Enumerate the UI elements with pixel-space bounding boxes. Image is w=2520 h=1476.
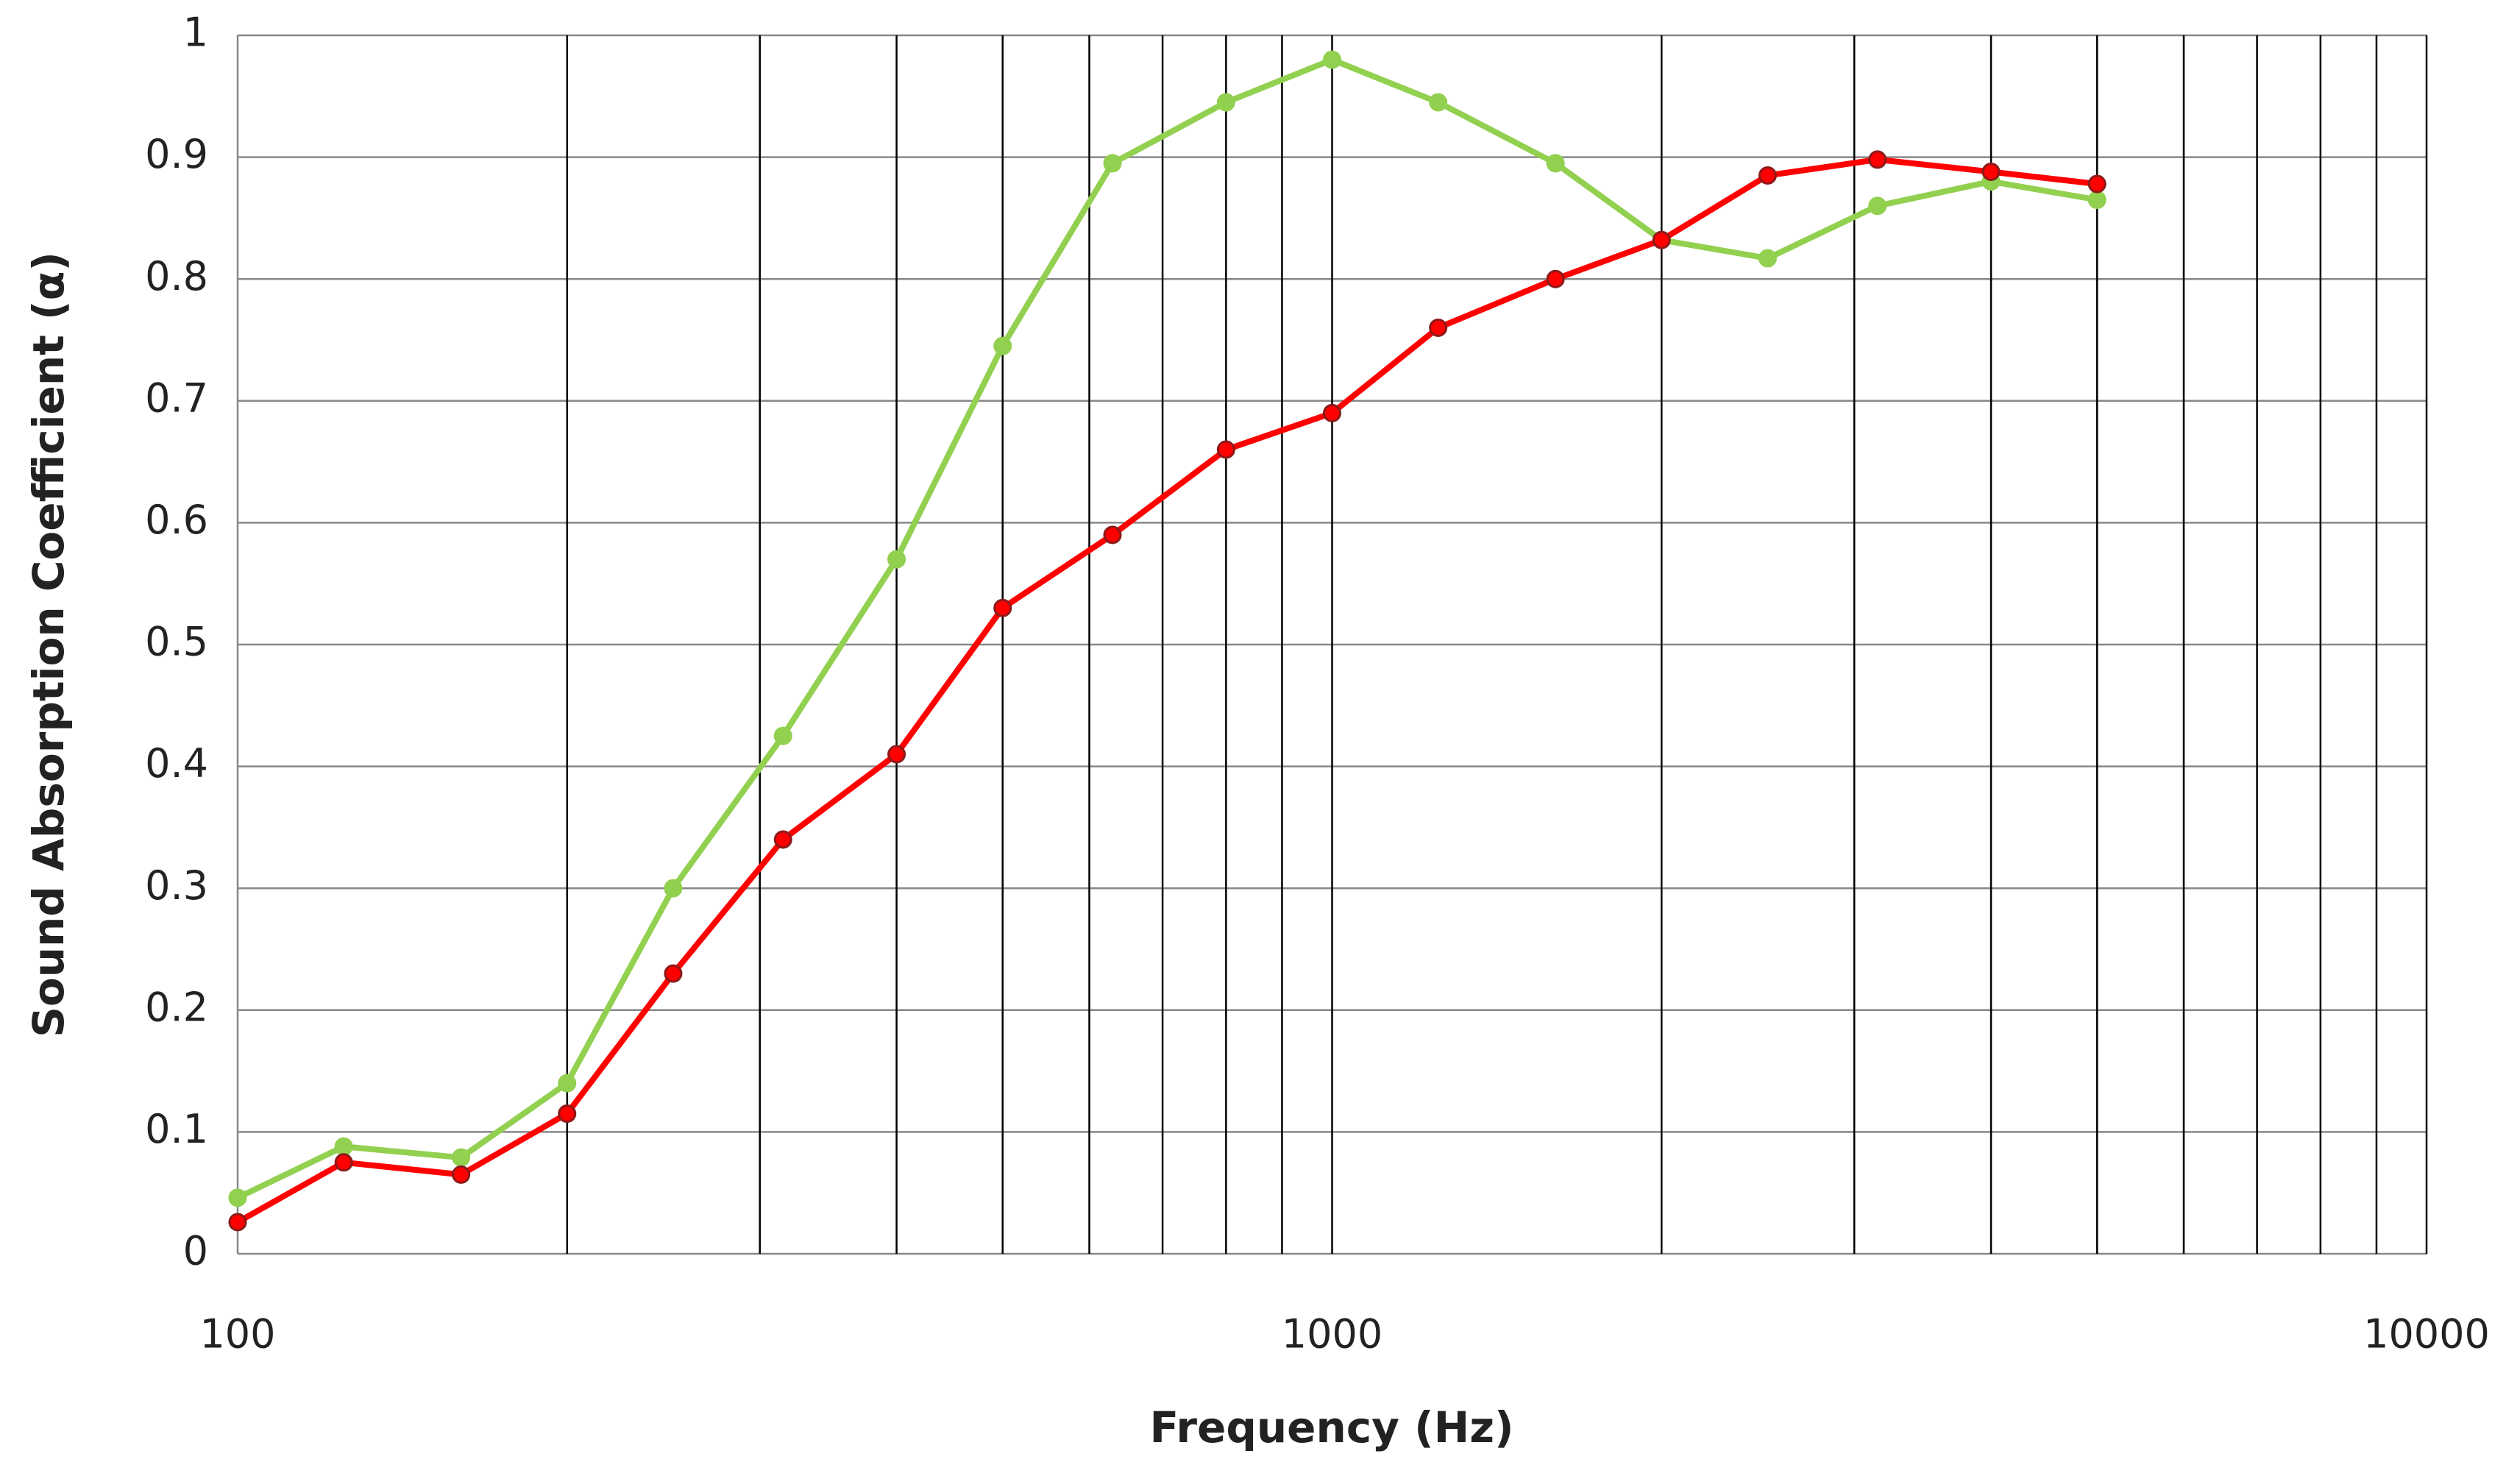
marker (664, 964, 683, 983)
x-tick-label: 1000 (1282, 1311, 1383, 1358)
marker (1652, 230, 1671, 249)
marker (1758, 249, 1777, 268)
marker (228, 1188, 247, 1207)
y-tick-label: 0.5 (145, 619, 208, 665)
marker (993, 598, 1012, 617)
marker (1868, 196, 1887, 216)
marker (1429, 93, 1448, 112)
marker (1429, 318, 1448, 337)
marker (993, 336, 1012, 355)
marker (773, 726, 792, 745)
marker (228, 1213, 247, 1232)
marker (1103, 525, 1122, 544)
marker (1216, 93, 1235, 112)
marker (452, 1165, 471, 1184)
marker (2087, 174, 2106, 194)
marker (452, 1148, 471, 1167)
marker (664, 879, 683, 898)
marker (1103, 154, 1122, 173)
y-tick-label: 0.9 (145, 131, 208, 177)
series-line (236, 156, 2098, 1225)
marker (1868, 150, 1887, 169)
marker (2087, 191, 2106, 210)
y-tick-label: 0 (183, 1228, 208, 1274)
marker (887, 550, 906, 569)
y-axis-title: Sound Absorption Coefficient (α) (24, 252, 74, 1037)
y-tick-label: 0.2 (145, 984, 208, 1030)
y-tick-label: 0.4 (145, 740, 208, 787)
marker (1216, 440, 1235, 459)
marker (334, 1137, 353, 1156)
marker (558, 1074, 577, 1093)
marker (887, 745, 906, 764)
marker (1546, 154, 1565, 173)
marker (1546, 269, 1565, 288)
marker (558, 1104, 577, 1124)
x-tick-label: 10000 (2363, 1311, 2490, 1358)
y-tick-label: 0.8 (145, 253, 208, 299)
y-tick-label: 0.1 (145, 1106, 208, 1152)
marker (1981, 162, 2001, 181)
marker (334, 1153, 353, 1172)
x-axis-title: Frequency (Hz) (1150, 1402, 1514, 1452)
marker (1323, 50, 1341, 69)
x-tick-label: 100 (199, 1311, 275, 1358)
y-tick-label: 0.6 (145, 497, 208, 543)
marker (1323, 403, 1341, 422)
y-tick-label: 1 (183, 10, 208, 56)
y-tick-label: 0.3 (145, 862, 208, 909)
marker (773, 830, 792, 849)
y-tick-label: 0.7 (145, 375, 208, 421)
marker (1758, 166, 1777, 185)
series-line (236, 57, 2098, 1201)
